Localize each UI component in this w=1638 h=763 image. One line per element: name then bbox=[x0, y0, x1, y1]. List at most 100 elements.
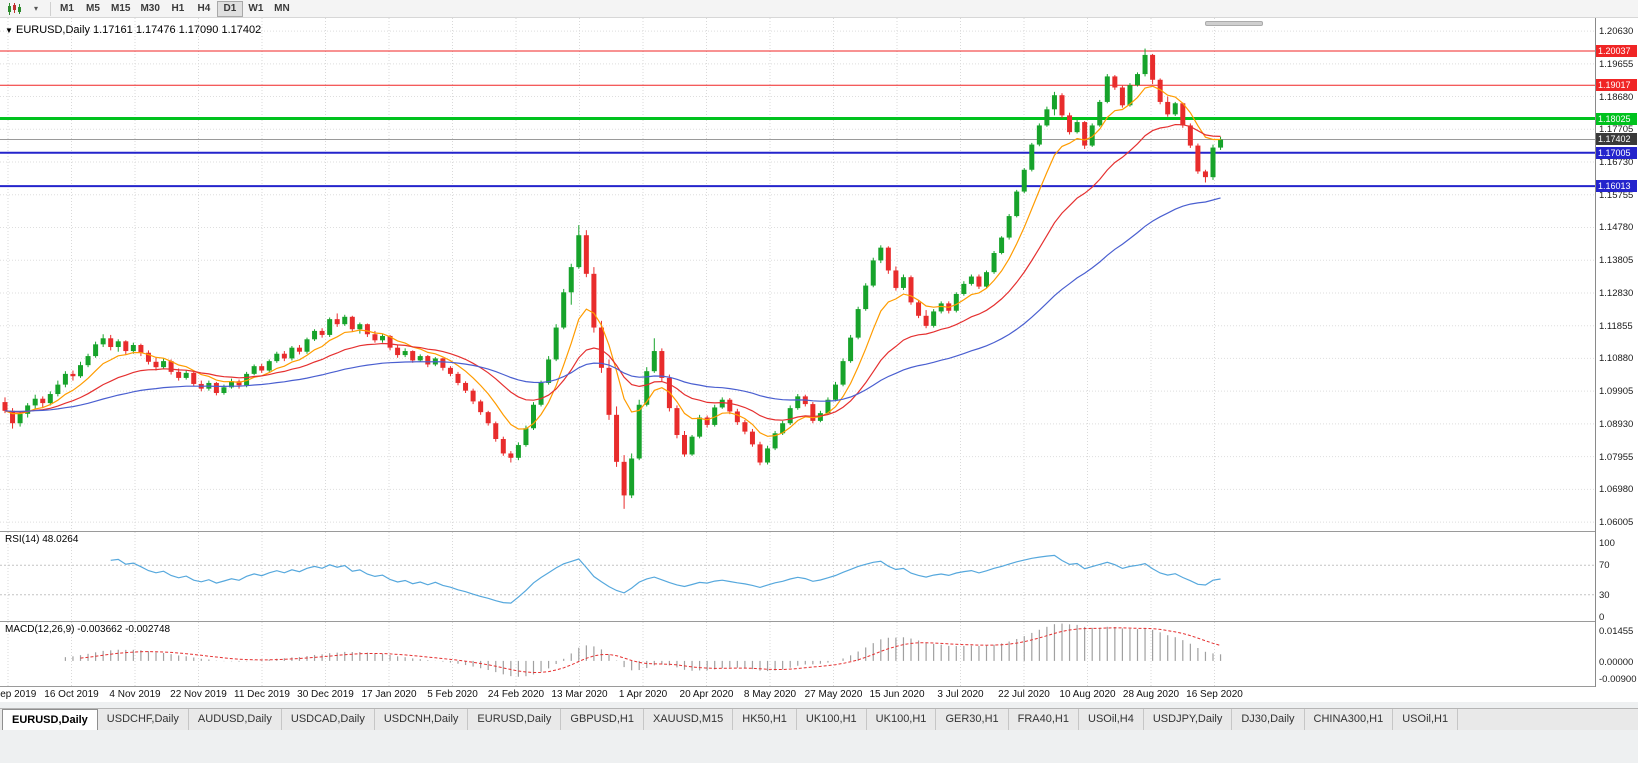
candle-body bbox=[553, 327, 559, 360]
candle-body bbox=[923, 315, 929, 326]
candle-body bbox=[1029, 144, 1035, 170]
chart-tab-ger30-h1[interactable]: GER30,H1 bbox=[936, 709, 1009, 730]
candle-body bbox=[659, 351, 665, 378]
chart-tab-hk50-h1[interactable]: HK50,H1 bbox=[733, 709, 797, 730]
price-axis[interactable]: 1.20630 1.19655 1.18680 1.17705 1.16730 1.157… bbox=[1595, 18, 1638, 687]
candle-body bbox=[229, 381, 234, 388]
candle-body bbox=[296, 347, 302, 352]
candle-body bbox=[863, 285, 869, 310]
candle-body bbox=[259, 366, 265, 371]
price-chart-canvas[interactable] bbox=[0, 18, 1595, 531]
candle-body bbox=[1097, 101, 1103, 126]
candle-body bbox=[878, 247, 884, 261]
candle-body bbox=[984, 272, 989, 287]
chart-tab-uk100-h1[interactable]: UK100,H1 bbox=[796, 709, 867, 730]
candle-body bbox=[1187, 125, 1193, 146]
candle-body bbox=[674, 408, 680, 435]
candle-body bbox=[961, 283, 967, 294]
time-axis[interactable]: 27 Sep 2019 16 Oct 2019 4 Nov 2019 22 Nov 2… bbox=[0, 687, 1595, 702]
candle-body bbox=[1172, 103, 1178, 115]
date-axis-label: 20 Apr 2020 bbox=[679, 689, 734, 700]
chart-tab-uk100-h1[interactable]: UK100,H1 bbox=[866, 709, 937, 730]
candle-body bbox=[10, 410, 16, 424]
candle-body bbox=[606, 367, 612, 415]
timeframe-button-m30[interactable]: M30 bbox=[140, 3, 160, 14]
chart-tab-gbpusd-h1[interactable]: GBPUSD,H1 bbox=[561, 709, 644, 730]
macd-signal-line bbox=[80, 627, 1221, 674]
chart-tab-xauusd-m15[interactable]: XAUUSD,M15 bbox=[643, 709, 734, 730]
chart-tab-eurusd-daily[interactable]: EURUSD,Daily bbox=[468, 709, 562, 730]
price-axis-label: 1.15755 bbox=[1599, 189, 1634, 201]
candle-body bbox=[93, 344, 99, 357]
chart-tab-usoil-h1[interactable]: USOil,H1 bbox=[1393, 709, 1459, 730]
level-price-box[interactable]: 1.16013 bbox=[1596, 180, 1637, 193]
candle-body bbox=[1142, 54, 1148, 75]
candle-body bbox=[697, 417, 703, 437]
moving-average-line bbox=[4, 197, 1221, 412]
chart-type-dropdown-button[interactable]: ▾ bbox=[25, 1, 47, 17]
candle-body bbox=[1014, 191, 1020, 217]
candle-body bbox=[953, 293, 959, 311]
rsi-panel-canvas[interactable] bbox=[0, 532, 1595, 621]
candle-body bbox=[1202, 171, 1208, 178]
date-axis-label: 27 Sep 2019 bbox=[0, 689, 37, 700]
timeframe-button-m15[interactable]: M15 bbox=[111, 3, 131, 14]
chart-tab-usoil-h4[interactable]: USOil,H4 bbox=[1079, 709, 1144, 730]
candle-body bbox=[900, 277, 906, 288]
chart-type-button[interactable] bbox=[3, 1, 25, 17]
chart-tab-usdcnh-daily[interactable]: USDCNH,Daily bbox=[374, 709, 469, 730]
candle-body bbox=[274, 353, 280, 362]
candle-body bbox=[387, 335, 393, 348]
timeframe-button-mn[interactable]: MN bbox=[274, 3, 290, 14]
dropdown-caret-icon: ▾ bbox=[33, 4, 38, 13]
candle-body bbox=[999, 237, 1005, 254]
candle-body bbox=[168, 361, 174, 372]
timeframe-button-h4[interactable]: H4 bbox=[197, 3, 211, 14]
chart-scrollbar-thumb[interactable] bbox=[1205, 21, 1263, 26]
date-axis-label: 1 Apr 2020 bbox=[618, 689, 668, 700]
candle-body bbox=[40, 398, 46, 404]
price-axis-label: 1.08930 bbox=[1599, 418, 1634, 430]
candle-body bbox=[463, 382, 469, 391]
level-price-box[interactable]: 1.19017 bbox=[1596, 79, 1637, 92]
date-axis-label: 8 May 2020 bbox=[743, 689, 797, 700]
level-price-box[interactable]: 1.20037 bbox=[1596, 45, 1637, 57]
panel-separator[interactable] bbox=[0, 531, 1638, 532]
date-axis-label: 30 Dec 2019 bbox=[297, 689, 354, 700]
chart-tab-china300-h1[interactable]: CHINA300,H1 bbox=[1304, 709, 1394, 730]
panel-separator[interactable] bbox=[0, 621, 1638, 622]
chart-tab-usdchf-daily[interactable]: USDCHF,Daily bbox=[97, 709, 189, 730]
candle-body bbox=[493, 423, 499, 440]
candle-body bbox=[712, 407, 718, 425]
timeframe-button-d1[interactable]: D1 bbox=[216, 0, 243, 17]
chart-tab-eurusd-daily[interactable]: EURUSD,Daily bbox=[2, 709, 98, 730]
timeframe-button-w1[interactable]: W1 bbox=[248, 3, 264, 14]
candle-body bbox=[787, 408, 793, 424]
date-axis-label: 3 Jul 2020 bbox=[937, 689, 984, 700]
candle-body bbox=[32, 398, 38, 406]
timeframe-button-m1[interactable]: M1 bbox=[60, 3, 74, 14]
candle-body bbox=[757, 444, 763, 463]
price-axis-label: 1.19655 bbox=[1599, 58, 1634, 70]
chart-tab-usdjpy-daily[interactable]: USDJPY,Daily bbox=[1143, 709, 1233, 730]
candle-body bbox=[304, 339, 310, 352]
candle-body bbox=[546, 359, 552, 383]
chart-tab-fra40-h1[interactable]: FRA40,H1 bbox=[1008, 709, 1079, 730]
macd-panel-canvas[interactable] bbox=[0, 622, 1595, 686]
chart-tab-audusd-daily[interactable]: AUDUSD,Daily bbox=[188, 709, 282, 730]
candle-body bbox=[447, 367, 453, 374]
candle-body bbox=[968, 276, 974, 284]
price-axis-label: 1.14780 bbox=[1599, 222, 1634, 234]
level-price-box[interactable]: 1.18025 bbox=[1596, 112, 1637, 125]
candle-body bbox=[1059, 95, 1065, 116]
macd-axis-label: -0.00900 bbox=[1599, 674, 1637, 685]
level-price-box[interactable]: 1.17005 bbox=[1596, 146, 1637, 159]
chart-tab-dj30-daily[interactable]: DJ30,Daily bbox=[1232, 709, 1305, 730]
candle-body bbox=[795, 396, 801, 409]
timeframe-button-h1[interactable]: H1 bbox=[171, 3, 185, 14]
timeframe-button-m5[interactable]: M5 bbox=[86, 3, 100, 14]
candle-body bbox=[810, 404, 816, 421]
window-gap bbox=[0, 702, 1638, 708]
candle-body bbox=[870, 260, 876, 286]
chart-tab-usdcad-daily[interactable]: USDCAD,Daily bbox=[281, 709, 375, 730]
